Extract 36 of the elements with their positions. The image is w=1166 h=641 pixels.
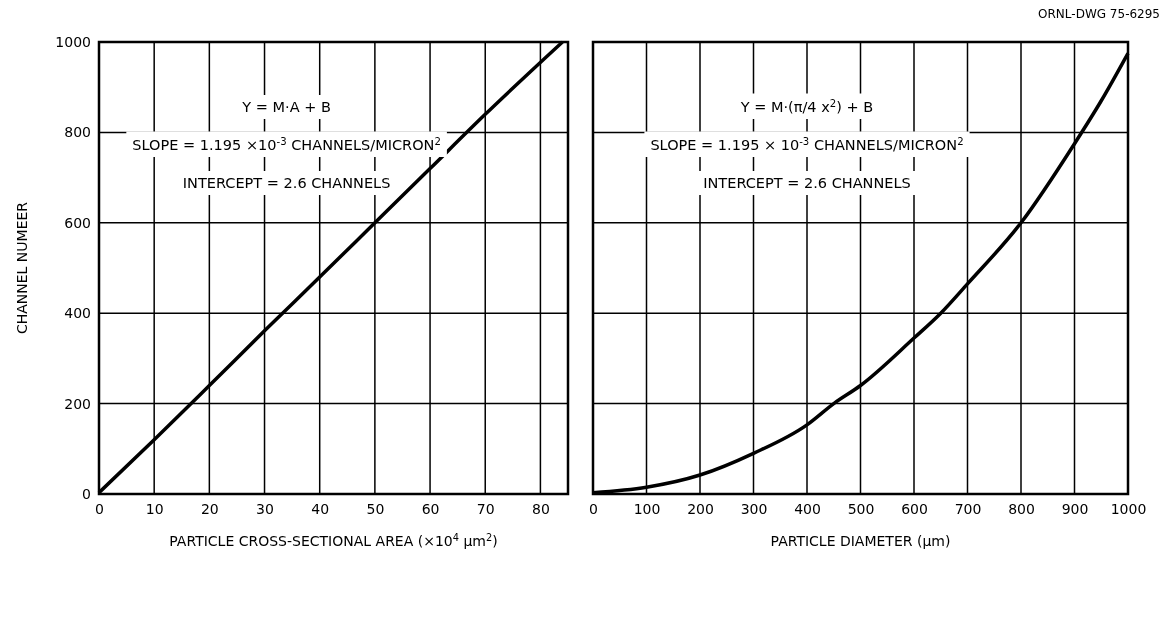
x-tick-label: 400 <box>794 500 821 517</box>
x-tick-label: 20 <box>200 500 219 517</box>
x-tick-label: 80 <box>532 500 550 517</box>
x-axis-title: PARTICLE DIAMETER (μm) <box>770 533 951 549</box>
annotation: INTERCEPT = 2.6 CHANNELS <box>182 175 391 191</box>
y-tick-label: 600 <box>64 214 91 231</box>
annotation: SLOPE = 1.195 × 10$^{-3}$ CHANNELS/MICRON$^{2}$ <box>650 135 964 153</box>
x-tick-label: 700 <box>954 500 982 517</box>
annotation: Y = M·A + B <box>241 99 331 115</box>
x-tick-label: 1000 <box>1110 500 1147 517</box>
x-tick-label: 10 <box>145 500 164 517</box>
text: ORNL-DWG 75-6295 <box>1038 7 1160 21</box>
x-tick-label: 500 <box>847 500 875 517</box>
y-tick-label: 0 <box>82 485 91 502</box>
annotation: Y = M·(π/4 x$^{2}$) + B <box>739 97 874 115</box>
x-tick-label: 40 <box>311 500 330 517</box>
x-axis-title: PARTICLE CROSS-SECTIONAL AREA (×10$^{4}$ μm$^{2}$) <box>169 531 498 549</box>
y-tick-label: 200 <box>64 395 91 412</box>
x-tick-label: 30 <box>256 500 274 517</box>
x-tick-label: 200 <box>687 500 714 517</box>
x-tick-label: 600 <box>901 500 928 517</box>
x-tick-label: 0 <box>95 500 104 517</box>
x-tick-label: 900 <box>1061 500 1089 517</box>
x-tick-label: 50 <box>366 500 385 517</box>
y-tick-label: 400 <box>64 305 91 322</box>
x-tick-label: 800 <box>1008 500 1035 517</box>
y-tick-label: 800 <box>64 124 91 141</box>
y-axis-title: CHANNEL NUMEER <box>14 201 30 335</box>
x-tick-label: 0 <box>589 500 598 517</box>
y-tick-label: 1000 <box>55 33 91 50</box>
annotation: SLOPE = 1.195 ×10$^{-3}$ CHANNELS/MICRON$^{2}$ <box>132 135 441 153</box>
x-tick-label: 300 <box>740 500 768 517</box>
x-tick-label: 100 <box>633 500 661 517</box>
x-tick-label: 60 <box>421 500 440 517</box>
x-tick-label: 70 <box>476 500 495 517</box>
annotation: INTERCEPT = 2.6 CHANNELS <box>703 175 911 191</box>
